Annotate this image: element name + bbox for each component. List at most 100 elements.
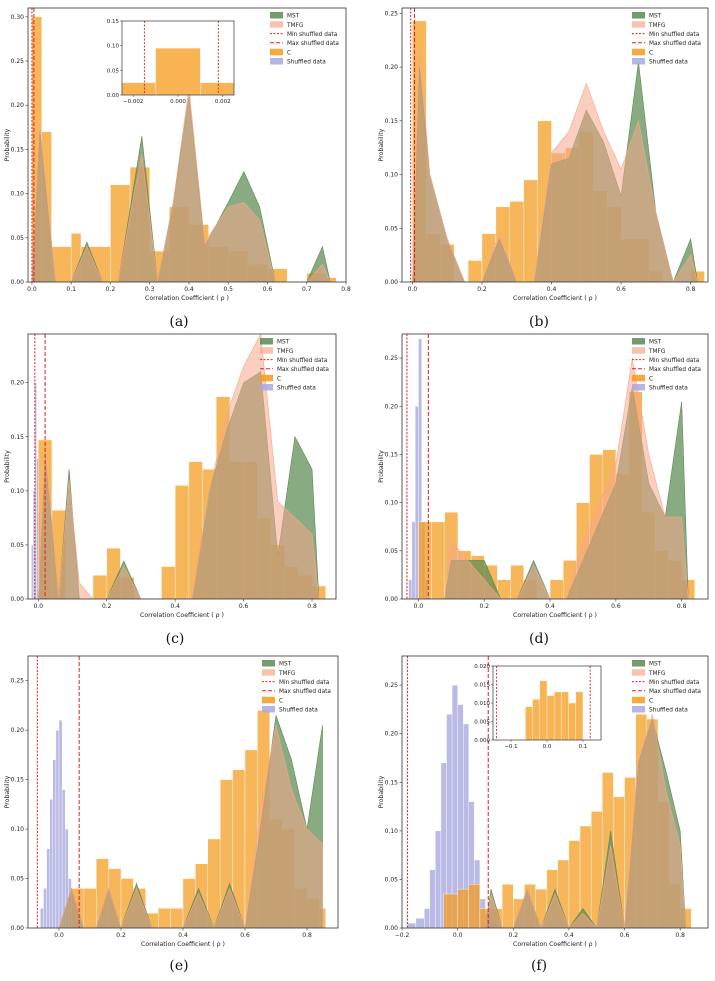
x-tick-label: 0.4 [184,286,194,293]
legend-entry: C [279,698,283,704]
tmfg-area [485,714,687,928]
legend-swatch [262,696,275,704]
shuffled-bar [411,521,416,599]
x-tick-label: 0.5 [223,286,233,293]
legend-entry: C [649,376,653,382]
y-tick-label: 0.00 [11,596,25,603]
x-tick-label: 0.0 [414,603,424,610]
inset-bar [539,680,548,740]
y-tick-label: 0.25 [11,58,25,65]
x-axis-label: Correlation Coefficient ( ρ ) [513,612,597,619]
inset-y-tick-label: 0.00 [107,93,120,99]
y-axis-label: Probability [4,450,11,483]
y-tick-label: 0.10 [11,488,25,495]
legend-swatch [632,696,645,704]
y-axis-label: Probability [4,775,11,808]
y-axis-label: Probability [378,775,385,808]
c-bar [174,485,190,599]
c-bar [92,575,107,599]
legend-entry: Min shuffled data [277,358,328,364]
c-bar [467,260,483,282]
x-tick-label: 0.2 [508,932,518,939]
legend-entry: Max shuffled data [649,367,701,373]
inset-x-tick-label: −0.1 [504,744,517,750]
legend-entry: TMFG [276,349,294,355]
chart-panel-d: 0.0 0.2 0.4 0.6 0.8 0.00 0.05 0.10 0.15 0.20 0.25 C… [378,333,709,619]
y-tick-label: 0.25 [385,10,399,17]
inset-bar [568,702,576,740]
y-tick-label: 0.00 [385,925,399,932]
y-tick-label: 0.05 [385,876,399,883]
y-tick-label: 0.10 [11,191,25,198]
y-tick-label: 0.15 [11,146,25,153]
c-bar [523,179,538,282]
legend-entry: C [287,50,291,56]
y-tick-label: 0.05 [11,876,25,883]
y-tick-label: 0.15 [11,434,25,441]
legend-entry: Shuffled data [649,60,688,66]
plot-frame [401,7,709,283]
legend-swatch [632,58,645,65]
c-bar [549,579,564,599]
inset-x-tick-label: −0.002 [123,99,143,105]
inset-bar [155,47,201,95]
tmfg-area [58,725,323,928]
inset-y-tick-label: 0.010 [474,701,490,707]
legend-swatch [632,21,645,28]
legend: MST TMFG Min shuffled data Max shuffled dat… [262,660,331,714]
shuffled-bar [418,338,422,599]
inset-y-tick-label: 0.020 [474,664,490,670]
inset-bar [525,706,533,740]
legend-swatch [632,669,645,676]
panel-caption: (b) [529,314,549,330]
y-tick-label: 0.10 [385,828,399,835]
x-axis-label: Correlation Coefficient ( ρ ) [141,941,225,948]
shuffled-bar [52,759,57,928]
legend-swatch [632,706,645,713]
chart-panel-c: 0.0 0.2 0.4 0.6 0.8 0.00 0.05 0.10 0.15 0.20 Corre… [4,333,337,619]
legend-entry: Max shuffled data [277,367,329,373]
legend: MST TMFG Min shuffled data Max shuffled dat… [632,12,701,66]
shuffled-bar [36,458,39,599]
legend-entry: Max shuffled data [287,41,339,47]
x-tick-label: 0.6 [240,932,250,939]
shuffled-bar [424,908,431,928]
inset-x-tick-label: 0.002 [215,99,231,105]
shuffled-bar [414,406,419,599]
x-tick-label: 0.6 [239,603,249,610]
x-tick-label: 0.4 [545,603,555,610]
inset-x-tick-label: 0.000 [170,99,186,105]
y-axis-label: Probability [378,128,385,161]
c-bar [157,908,171,928]
legend-entry: Min shuffled data [649,358,700,364]
legend-entry: MST [279,662,292,668]
legend-entry: Max shuffled data [279,689,331,695]
shuffled-bar [451,684,458,928]
y-tick-label: 0.05 [11,542,25,549]
plot-area [406,334,696,599]
x-tick-label: 0.4 [564,932,574,939]
inset-y-tick-label: 0.10 [107,44,120,50]
y-tick-label: 0.20 [385,731,399,738]
x-tick-label: 0.8 [302,932,312,939]
legend-entry: Max shuffled data [649,689,701,695]
inset-chart: −0.002 0.000 0.002 0.00 0.05 0.10 0.15 [107,19,235,105]
y-axis-label: Probability [378,450,385,483]
shuffled-bar [58,720,63,928]
c-bar [161,566,176,599]
shuffled-bar [31,544,34,599]
tmfg-area [412,45,698,282]
x-tick-label: 0.4 [170,603,180,610]
legend-entry: TMFG [648,349,666,355]
tmfg-area [31,87,331,282]
panel-caption: (c) [166,631,185,647]
shuffled-bar [61,789,66,928]
y-tick-label: 0.05 [11,235,25,242]
legend: MST TMFG Min shuffled data Max shuffled dat… [632,660,701,714]
shuffled-bar [429,869,436,928]
legend-entry: TMFG [286,23,304,29]
x-tick-label: 0.7 [302,286,312,293]
legend: MST TMFG Min shuffled data Max shuffled dat… [632,338,701,392]
legend-swatch [270,12,283,19]
